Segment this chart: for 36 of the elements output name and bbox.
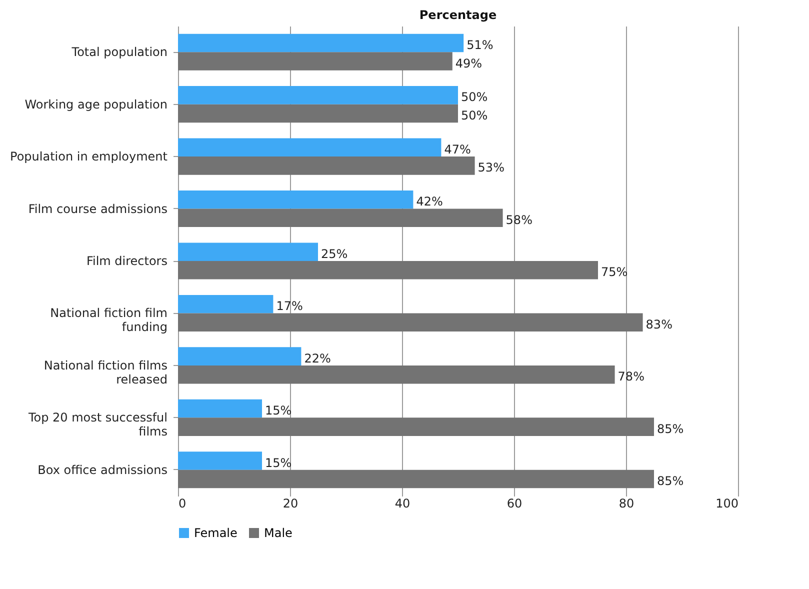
data-label: 22% bbox=[304, 351, 331, 366]
data-label: 25% bbox=[321, 246, 348, 261]
data-label: 49% bbox=[455, 56, 482, 70]
data-label: 78% bbox=[618, 370, 644, 384]
x-tick-label: 100 bbox=[716, 496, 738, 510]
y-tick-label: Total population bbox=[70, 45, 168, 60]
y-tick-label: Box office admissions bbox=[38, 462, 168, 477]
x-tick-label: 60 bbox=[506, 496, 522, 510]
chart-title: Percentage bbox=[419, 8, 497, 22]
data-label: 17% bbox=[276, 299, 303, 314]
data-label: 85% bbox=[657, 422, 684, 436]
x-tick-label: 20 bbox=[282, 496, 298, 510]
y-tick-label: National fiction film funding bbox=[50, 306, 168, 334]
data-label: 58% bbox=[506, 212, 532, 227]
data-label: 47% bbox=[444, 142, 471, 156]
data-label: 83% bbox=[646, 317, 672, 332]
y-tick-label: Film course admissions bbox=[28, 202, 168, 216]
x-tick-label: 0 bbox=[178, 496, 186, 510]
y-tick-label: Working age population bbox=[24, 97, 168, 112]
data-label: 15% bbox=[265, 404, 292, 418]
y-tick-label: Population in employment bbox=[10, 150, 168, 164]
data-label: 75% bbox=[601, 265, 628, 280]
x-tick-label: 40 bbox=[394, 496, 410, 510]
y-tick-label: Top 20 most successful films bbox=[27, 410, 168, 439]
legend-label: Female bbox=[194, 526, 238, 540]
data-label: 53% bbox=[478, 160, 504, 175]
x-tick-label: 80 bbox=[618, 496, 634, 510]
data-label: 50% bbox=[461, 108, 488, 122]
data-label: 51% bbox=[466, 38, 494, 52]
data-label: 42% bbox=[416, 194, 443, 209]
data-label: 15% bbox=[265, 456, 292, 470]
legend-label: Male bbox=[264, 526, 292, 540]
data-label: 85% bbox=[657, 474, 684, 488]
y-tick-label: Film directors bbox=[86, 254, 168, 268]
y-tick-label: National fiction films released bbox=[44, 358, 168, 386]
data-label: 50% bbox=[461, 90, 488, 104]
